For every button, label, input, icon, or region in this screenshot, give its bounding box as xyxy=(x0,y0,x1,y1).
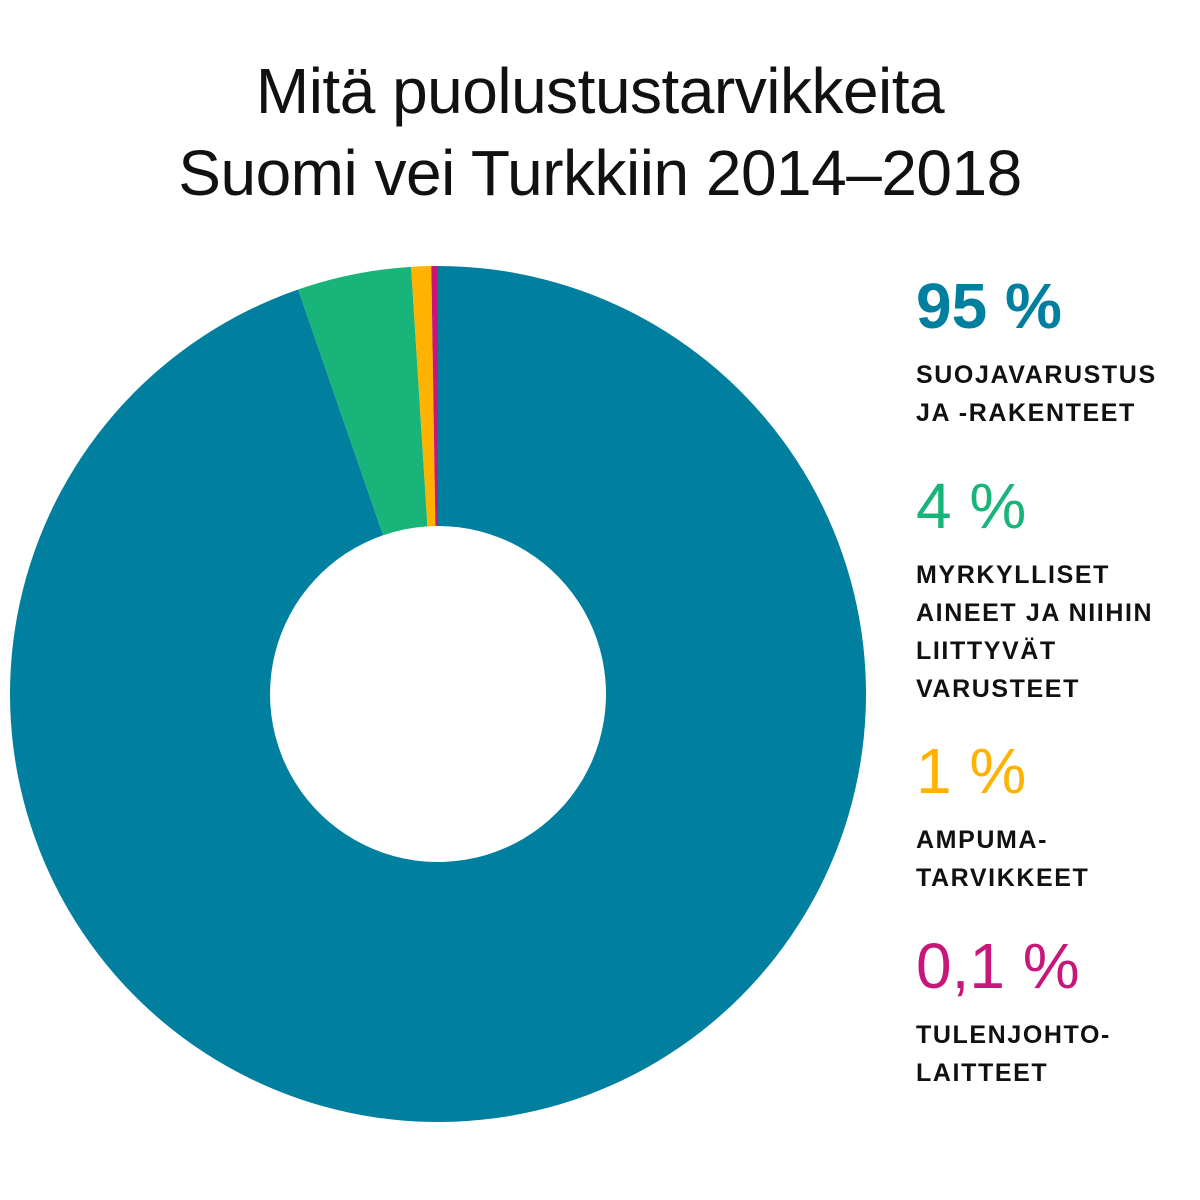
legend-percent-tulenjohtolaitteet: 0,1 % xyxy=(916,930,1080,1002)
legend-percent-myrkylliset: 4 % xyxy=(916,470,1027,542)
legend-percent-suojavarustus: 95 % xyxy=(916,270,1062,342)
donut-slice-tulen xyxy=(431,266,438,527)
legend-item-ampumatarvikkeet: 1 % AMPUMA- TARVIKKEET xyxy=(916,735,1196,897)
legend-item-myrkylliset: 4 % MYRKYLLISET AINEET JA NIIHIN LIITTYV… xyxy=(916,470,1196,708)
legend-percent-ampumatarvikkeet: 1 % xyxy=(916,735,1027,807)
chart-title-line-1: Mitä puolustustarvikkeita xyxy=(255,55,945,127)
legend-label-suojavarustus: SUOJAVARUSTUS JA -RAKENTEET xyxy=(916,361,1157,427)
legend-item-tulenjohtolaitteet: 0,1 % TULENJOHTO- LAITTEET xyxy=(916,930,1196,1092)
donut-slice-ampuma xyxy=(411,266,436,527)
legend-label-ampumatarvikkeet: AMPUMA- TARVIKKEET xyxy=(916,826,1090,892)
legend-label-myrkylliset: MYRKYLLISET AINEET JA NIIHIN LIITTYVÄT V… xyxy=(916,561,1154,703)
chart-title-line-2: Suomi vei Turkkiin 2014–2018 xyxy=(178,137,1022,209)
legend-label-tulenjohtolaitteet: TULENJOHTO- LAITTEET xyxy=(916,1021,1111,1087)
donut-slice-myrkyl xyxy=(298,266,428,536)
legend-item-suojavarustus: 95 % SUOJAVARUSTUS JA -RAKENTEET xyxy=(916,270,1196,432)
donut-slice-suoja xyxy=(9,266,867,1122)
chart-title: Mitä puolustustarvikkeita Suomi vei Turk… xyxy=(0,50,1200,214)
